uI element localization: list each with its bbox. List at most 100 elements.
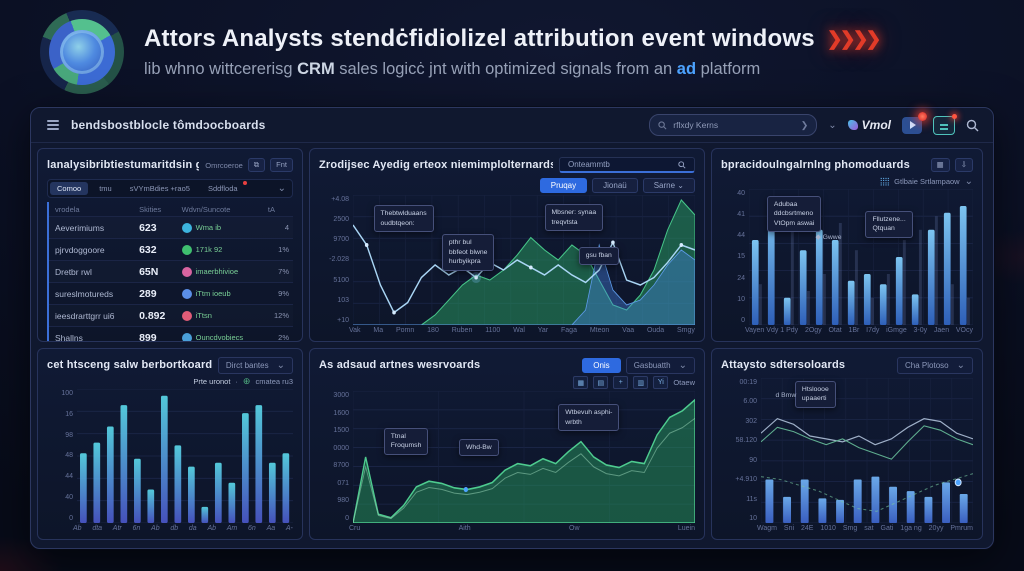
row-name: Shallns <box>48 326 134 341</box>
chart-plot: Adubaa ddcbsrtmeno VtOpm aswai Fllutzene...… <box>749 189 973 325</box>
grid-icon: ⣿⣿ <box>879 177 890 186</box>
fnt-button[interactable]: Fnt <box>270 157 293 173</box>
row-tag: Wma ib <box>181 222 260 233</box>
search-icon[interactable] <box>966 119 979 132</box>
column-header: Wdvn/Suncote <box>181 205 231 214</box>
table-row[interactable]: sureslmotureds 289 iTtm ioeub 9% <box>48 282 293 305</box>
toolbar-icon[interactable]: + <box>613 376 629 389</box>
row-percent: 4 <box>261 216 293 239</box>
x-tick-label: A- <box>285 525 293 532</box>
x-tick-label: Otat <box>828 327 842 334</box>
x-tick-label: Pmrum <box>950 525 973 532</box>
x-tick-label: Mteon <box>589 327 610 334</box>
tab-svymbdies-rao5[interactable]: sVYmBdies +rao5 <box>129 184 190 193</box>
filter-button[interactable]: Sarne ⌄ <box>642 178 695 193</box>
chart-plot: Ttnal Froqumsh Whd-Bw Wtbevuh asphi-wrbth <box>353 391 695 523</box>
copy-button[interactable]: ⧉ <box>247 157 266 173</box>
panel-title: lanalysibribtiestumaritdsin gjoords <box>47 159 199 171</box>
toolbar-icon[interactable]: ▤ <box>593 376 609 389</box>
row-tag: iTtm ioeub <box>181 288 260 299</box>
filter-button[interactable]: Jionaü <box>592 178 638 193</box>
chart-canvas <box>353 391 695 523</box>
x-tick-label: 1Br <box>848 327 860 334</box>
chevron-down-icon[interactable]: ⌄ <box>964 176 973 187</box>
toolbar-search-input[interactable]: rflxdy Kerns ❯ <box>649 114 818 136</box>
panel-title: bpracidoulngalrnlng phomoduards <box>721 159 910 171</box>
panel-sales-bars: cet htsceng salw berbortkoards Dirct ban… <box>37 348 303 540</box>
brand-logo: Vmol <box>847 118 891 132</box>
panel-attribution-combo: Attaysto sdtersoloards Cha Plotoso ⌄ 00:… <box>711 348 983 540</box>
panel-title: Attaysto sdtersoloards <box>721 359 846 371</box>
toolbar-icon[interactable]: ▦ <box>573 376 589 389</box>
y-tick-label: 1600 <box>333 409 349 417</box>
chart-tooltip: Adubaa ddcbsrtmeno VtOpm aswai <box>766 195 822 233</box>
y-tick-label: 90 <box>749 456 757 464</box>
subtitle-text: lib whno wittcererisg <box>144 60 298 78</box>
tab-comoo[interactable]: Comoo <box>50 182 89 195</box>
menu-icon[interactable] <box>45 117 61 133</box>
chart-canvas <box>761 378 973 523</box>
range-select[interactable]: Dirct bantes ⌄ <box>217 356 293 374</box>
table-row[interactable]: Dretbr rwl 65N imaerbhivioe 7% <box>48 260 293 283</box>
x-tick-label: Ouda <box>646 327 665 334</box>
row-value: 623 <box>133 216 176 239</box>
panel-events-chart: Zrodijsec Ayedig erteox niemimplolternar… <box>309 148 705 342</box>
search-icon <box>678 160 686 169</box>
x-tick-label: 1010 <box>820 525 836 532</box>
chart-canvas <box>749 189 973 325</box>
table-row[interactable]: Aeverimiums 623 Wma ib 4 <box>48 216 293 239</box>
chevron-down-icon[interactable]: ⌄ <box>828 119 837 131</box>
grid-view-button[interactable]: ▦ <box>930 157 950 173</box>
toolbar-icon[interactable]: Yi <box>653 376 669 389</box>
chevron-down-icon[interactable]: ⌄ <box>277 183 286 194</box>
row-name: Dretbr rwl <box>48 260 134 283</box>
y-tick-label: 9700 <box>333 236 349 244</box>
table-row[interactable]: pjrvdoggoore 632 171k 92 1% <box>48 238 293 261</box>
channel-icon <box>181 266 192 277</box>
dot-separator: · <box>235 377 238 386</box>
channel-icon <box>181 222 192 233</box>
tag-label: Wma ib <box>195 223 222 232</box>
chart-filter-buttons: Pruqay Jionaü Sarne ⌄ <box>319 178 695 193</box>
y-axis: +4.08 2500 9700 -2.028 5100 103 +10 <box>319 195 353 325</box>
y-tick-label: 24 <box>737 274 745 282</box>
clipboard-icon[interactable] <box>933 113 957 135</box>
filter-button[interactable]: Pruqay <box>539 178 588 193</box>
x-axis: Vak Ma Pomn 180 Ruben 1100 Wal Yar Faga Mteon Vaa O… <box>349 325 695 334</box>
x-tick-label: Faga <box>561 327 577 334</box>
legend-label: cmatea ru3 <box>255 377 293 386</box>
row-value: 0.892 <box>133 304 176 327</box>
table-row[interactable]: ieesdrarttgrr ui6 0.892 iTtsn 12% <box>48 304 293 327</box>
row-value: 65N <box>133 260 176 283</box>
dashboard-select[interactable]: Gasbuatth ⌄ <box>625 356 695 374</box>
y-tick-label: 1500 <box>333 427 349 435</box>
y-tick-label: 6.00 <box>743 398 757 406</box>
x-tick-label: Ab <box>151 525 160 532</box>
y-tick-label: 3000 <box>333 392 349 399</box>
y-tick-label: 10 <box>749 514 757 522</box>
x-tick-label: Luein <box>677 525 695 532</box>
x-tick-label: Jaen <box>933 327 950 334</box>
download-button[interactable]: ⇩ <box>954 157 973 173</box>
metrics-table: vrodela Skities Wdvn/Suncote tA Aeverimiums… <box>47 202 293 341</box>
y-tick-label: 0 <box>345 514 349 522</box>
x-tick-label: 2Ogy <box>804 327 822 334</box>
tab-tmu[interactable]: tmu <box>99 184 112 193</box>
x-tick-label: dta <box>92 525 103 532</box>
panel-title: cet htsceng salw berbortkoards <box>47 359 212 371</box>
apps-icon[interactable] <box>902 111 927 134</box>
plot-select[interactable]: Cha Plotoso ⌄ <box>897 356 973 374</box>
chart-tooltip: Ttnal Froqumsh <box>383 427 429 455</box>
y-tick-label: 980 <box>337 497 349 505</box>
y-tick-label: 2500 <box>333 216 349 224</box>
chart-tooltip: Whd-Bw <box>459 438 499 457</box>
onis-button[interactable]: Onis <box>582 357 621 373</box>
table-row[interactable]: Shallns 899 Ouncdvobiecs 2% <box>48 326 293 341</box>
tab-sddfloda[interactable]: Sddfloda <box>201 181 247 195</box>
y-tick-label: 58.120 <box>735 437 757 445</box>
toolbar-label: Otaew <box>673 378 695 387</box>
toolbar-icon[interactable]: ▥ <box>633 376 649 389</box>
panel-search-input[interactable]: Onteammtb <box>559 157 695 173</box>
panel-search-value: Onteammtb <box>568 160 610 169</box>
search-divider: ❯ <box>800 119 809 130</box>
